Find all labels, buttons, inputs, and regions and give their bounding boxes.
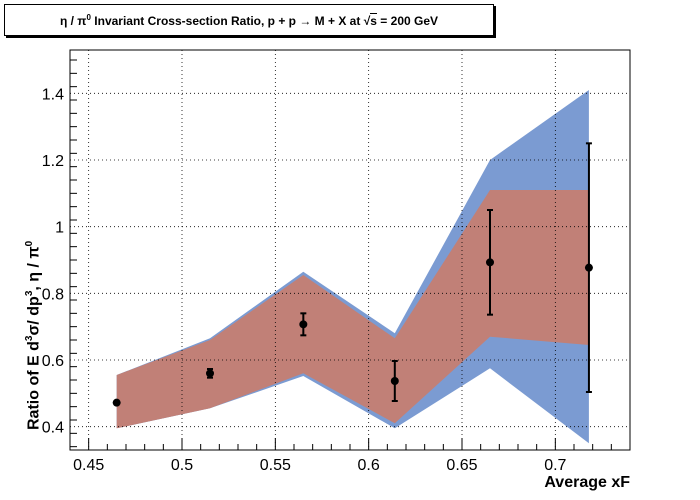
data-point	[584, 263, 593, 272]
y-tick-label: 1.4	[42, 86, 64, 103]
x-tick-label: 0.45	[73, 457, 104, 474]
data-point	[390, 377, 399, 385]
x-tick-label: 0.6	[358, 457, 380, 474]
systematic-band-inner	[116, 190, 589, 429]
y-tick-label: 0.8	[42, 286, 64, 303]
data-point	[299, 320, 308, 329]
y-tick-label: 1	[55, 220, 64, 237]
data-point	[486, 258, 494, 267]
x-tick-label: 0.55	[260, 457, 291, 474]
x-axis-label: Average xF	[544, 474, 630, 491]
x-tick-label: 0.5	[171, 457, 193, 474]
y-axis-label: Ratio of E d3σ/ dp3, η / π0	[24, 240, 43, 430]
chart-title: η / π0 Invariant Cross-section Ratio, p …	[59, 12, 439, 28]
data-point	[112, 398, 121, 407]
x-tick-label: 0.7	[544, 457, 566, 474]
y-tick-label: 0.4	[42, 420, 64, 437]
y-tick-label: 1.2	[42, 153, 64, 170]
x-tick-label: 0.65	[446, 457, 477, 474]
data-point	[206, 369, 214, 378]
y-tick-label: 0.6	[42, 353, 64, 370]
chart-title-box: η / π0 Invariant Cross-section Ratio, p …	[4, 4, 494, 36]
